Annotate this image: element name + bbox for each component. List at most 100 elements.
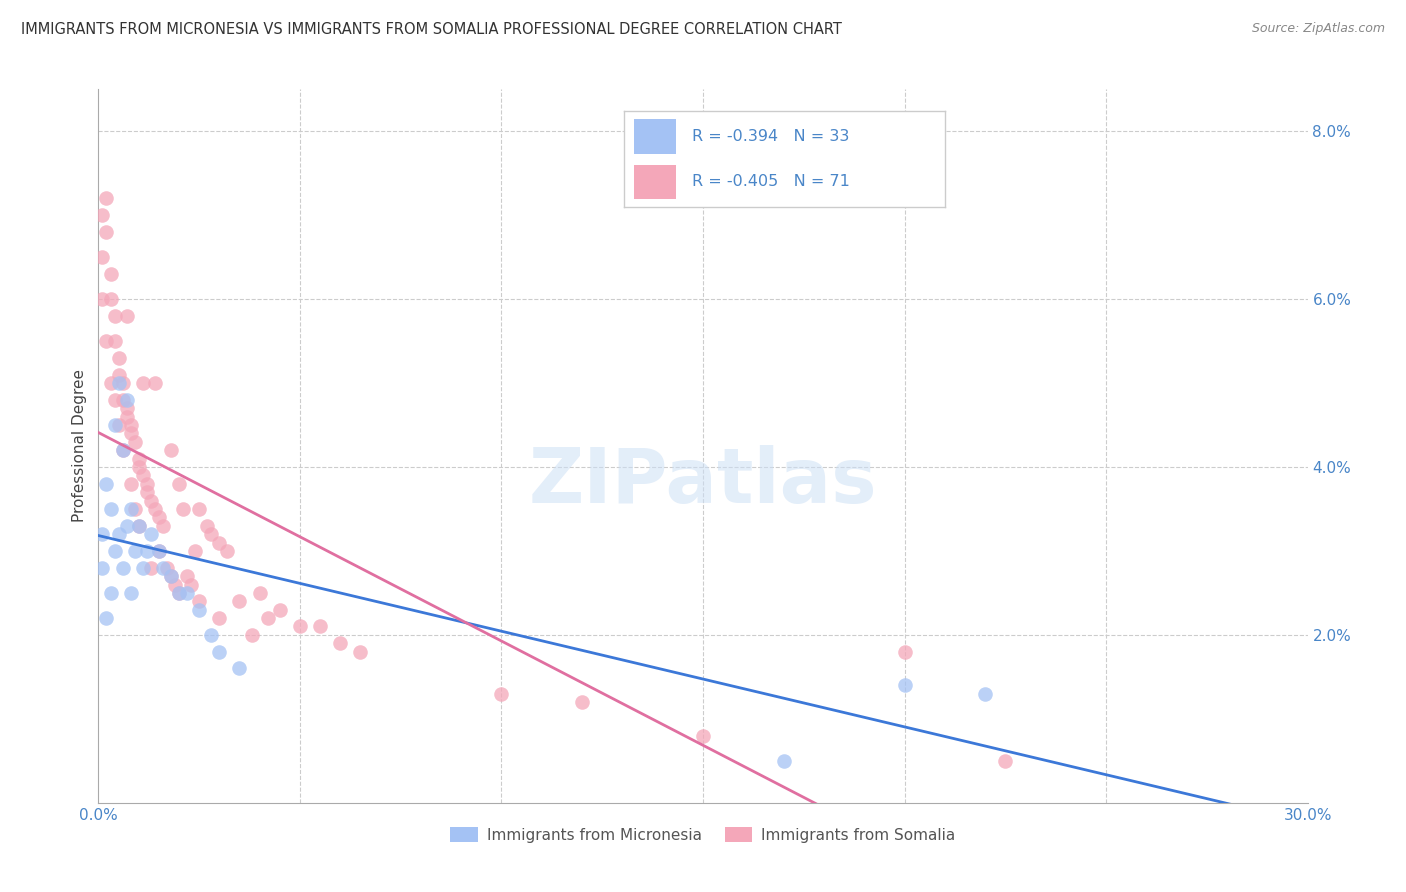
Point bbox=[329, 636, 352, 650]
Point bbox=[96, 334, 118, 348]
Point bbox=[309, 619, 332, 633]
Point bbox=[349, 645, 371, 659]
Legend: Immigrants from Micronesia, Immigrants from Somalia: Immigrants from Micronesia, Immigrants f… bbox=[444, 821, 962, 848]
Point bbox=[994, 754, 1017, 768]
Point bbox=[176, 569, 198, 583]
Point bbox=[188, 502, 211, 516]
Point bbox=[208, 645, 231, 659]
Point bbox=[228, 661, 250, 675]
Point bbox=[91, 250, 114, 264]
Point bbox=[135, 485, 157, 500]
Point bbox=[96, 191, 118, 205]
Point bbox=[103, 392, 125, 407]
Point bbox=[96, 611, 118, 625]
Point bbox=[893, 645, 915, 659]
Point bbox=[135, 476, 157, 491]
Text: ZIPatlas: ZIPatlas bbox=[529, 445, 877, 518]
Point bbox=[120, 586, 142, 600]
Point bbox=[195, 518, 218, 533]
Point bbox=[103, 334, 125, 348]
Point bbox=[103, 309, 125, 323]
Point bbox=[167, 586, 190, 600]
Point bbox=[148, 510, 170, 524]
Point bbox=[115, 401, 138, 416]
Point bbox=[772, 754, 794, 768]
Point bbox=[167, 476, 190, 491]
Point bbox=[115, 518, 138, 533]
Y-axis label: Professional Degree: Professional Degree bbox=[72, 369, 87, 523]
Point bbox=[571, 695, 593, 709]
Point bbox=[132, 560, 155, 574]
Point bbox=[163, 577, 186, 591]
Point bbox=[160, 569, 183, 583]
Point bbox=[100, 292, 122, 306]
Point bbox=[491, 687, 513, 701]
Point bbox=[269, 603, 291, 617]
Point bbox=[115, 409, 138, 424]
Point bbox=[139, 527, 162, 541]
Point bbox=[228, 594, 250, 608]
Point bbox=[96, 476, 118, 491]
Point bbox=[107, 527, 129, 541]
Point bbox=[974, 687, 997, 701]
Point bbox=[91, 292, 114, 306]
Point bbox=[107, 351, 129, 365]
Point bbox=[120, 426, 142, 441]
Point bbox=[91, 208, 114, 222]
Point bbox=[128, 460, 150, 475]
Point bbox=[128, 518, 150, 533]
Point bbox=[132, 376, 155, 390]
Point bbox=[143, 376, 166, 390]
Point bbox=[120, 417, 142, 432]
Point bbox=[893, 678, 915, 692]
Point bbox=[160, 443, 183, 458]
Point bbox=[103, 544, 125, 558]
Point bbox=[135, 544, 157, 558]
Text: IMMIGRANTS FROM MICRONESIA VS IMMIGRANTS FROM SOMALIA PROFESSIONAL DEGREE CORREL: IMMIGRANTS FROM MICRONESIA VS IMMIGRANTS… bbox=[21, 22, 842, 37]
Point bbox=[176, 586, 198, 600]
Point bbox=[100, 586, 122, 600]
Point bbox=[120, 476, 142, 491]
Point bbox=[184, 544, 207, 558]
Point bbox=[107, 376, 129, 390]
Point bbox=[111, 376, 134, 390]
Point bbox=[124, 502, 146, 516]
Point bbox=[172, 502, 194, 516]
Point bbox=[91, 560, 114, 574]
Point bbox=[156, 560, 179, 574]
Point bbox=[249, 586, 271, 600]
Point bbox=[188, 603, 211, 617]
Point bbox=[115, 309, 138, 323]
Point bbox=[692, 729, 714, 743]
Point bbox=[208, 535, 231, 549]
Point bbox=[288, 619, 311, 633]
Point bbox=[100, 502, 122, 516]
Point bbox=[148, 544, 170, 558]
Point bbox=[111, 443, 134, 458]
Point bbox=[115, 392, 138, 407]
Point bbox=[120, 502, 142, 516]
Point bbox=[188, 594, 211, 608]
Point bbox=[111, 443, 134, 458]
Point bbox=[111, 560, 134, 574]
Point bbox=[96, 225, 118, 239]
Point bbox=[139, 493, 162, 508]
Point bbox=[132, 468, 155, 483]
Point bbox=[100, 267, 122, 281]
Point bbox=[107, 368, 129, 382]
Point bbox=[128, 518, 150, 533]
Point bbox=[103, 417, 125, 432]
Point bbox=[128, 451, 150, 466]
Point bbox=[124, 544, 146, 558]
Point bbox=[160, 569, 183, 583]
Point bbox=[217, 544, 239, 558]
Point bbox=[91, 527, 114, 541]
Point bbox=[152, 560, 174, 574]
Point bbox=[200, 527, 222, 541]
Point bbox=[167, 586, 190, 600]
Point bbox=[152, 518, 174, 533]
Point bbox=[139, 560, 162, 574]
Point bbox=[124, 434, 146, 449]
Point bbox=[148, 544, 170, 558]
Point bbox=[200, 628, 222, 642]
